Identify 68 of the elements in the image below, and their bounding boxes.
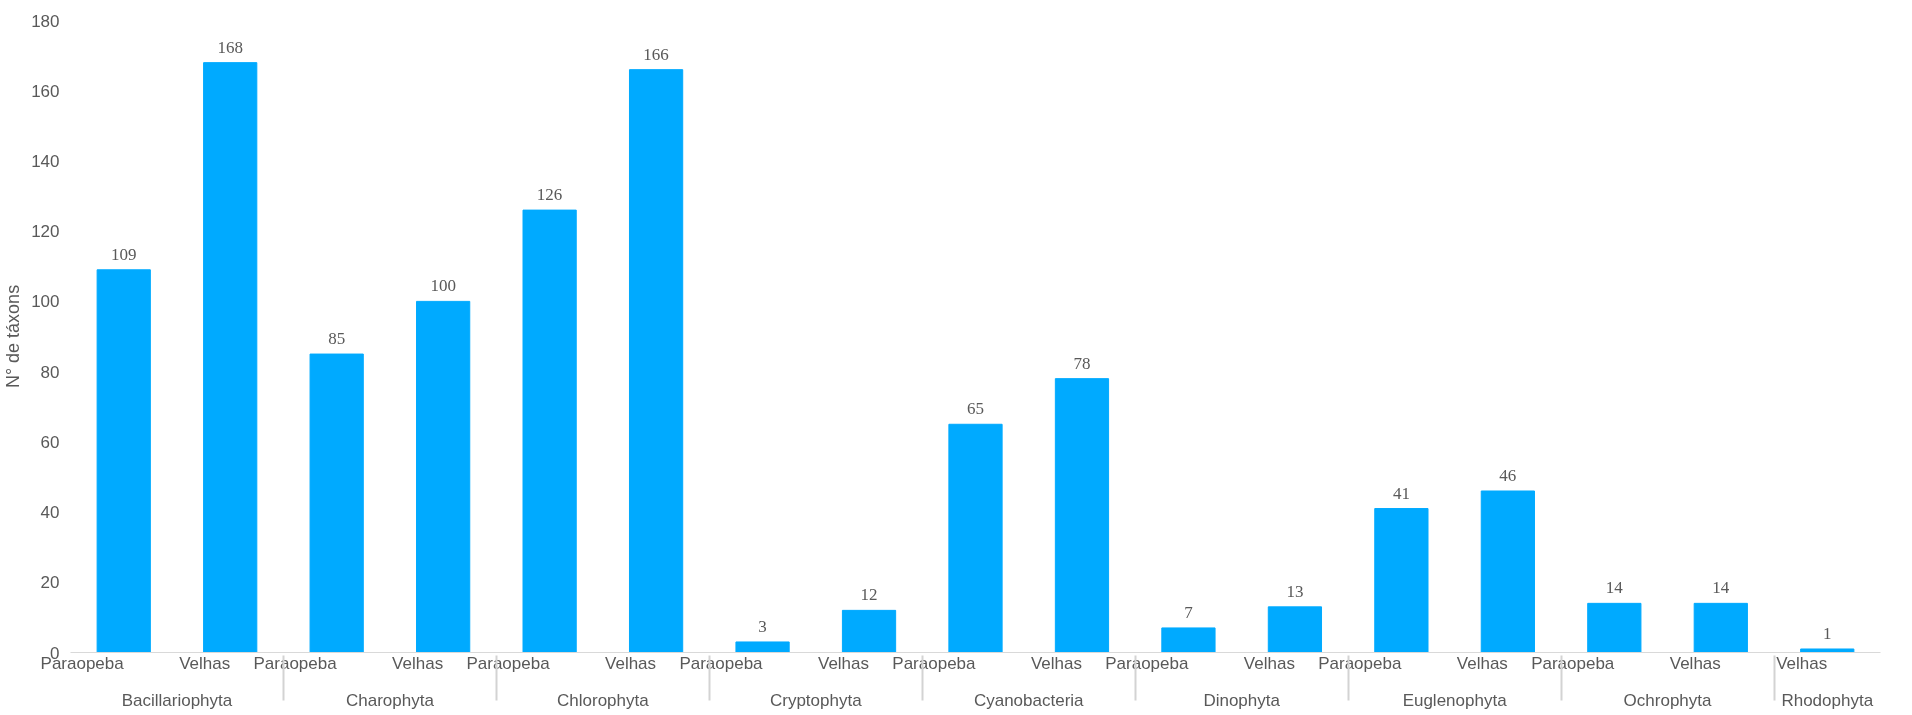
data-label: 13 bbox=[1286, 581, 1304, 601]
y-axis-title: N° de táxons bbox=[3, 284, 24, 389]
data-label: 126 bbox=[536, 185, 563, 205]
x-tick-label: Rhodophyta bbox=[1781, 690, 1874, 710]
data-label: 166 bbox=[643, 44, 669, 64]
data-label: 85 bbox=[328, 329, 346, 349]
bar bbox=[1054, 378, 1110, 653]
y-tick-label: 80 bbox=[40, 362, 60, 382]
bar bbox=[522, 209, 577, 653]
data-label: 1 bbox=[1823, 623, 1832, 643]
bar bbox=[203, 62, 258, 653]
text: Paraopeba bbox=[1105, 654, 1189, 673]
text: Paraopeba bbox=[1531, 654, 1615, 673]
y-tick-label: 60 bbox=[40, 432, 60, 452]
series-label: Velhas bbox=[179, 654, 231, 673]
bar bbox=[309, 353, 364, 653]
text: Velhas bbox=[1776, 654, 1828, 673]
y-tick-label: 40 bbox=[40, 503, 60, 523]
data-label: 168 bbox=[217, 37, 243, 57]
x-tick-label: Charophyta bbox=[345, 690, 435, 710]
text: Paraopeba bbox=[466, 654, 550, 673]
bar bbox=[416, 300, 471, 653]
bar bbox=[1267, 606, 1323, 653]
x-tick-label: Cyanobacteria bbox=[973, 690, 1085, 710]
text: Velhas bbox=[392, 654, 444, 673]
data-label: 109 bbox=[110, 244, 137, 264]
data-label: 65 bbox=[967, 399, 984, 419]
text: Velhas bbox=[1669, 654, 1721, 673]
y-tick-label: 180 bbox=[31, 11, 60, 31]
y-tick-label: 20 bbox=[40, 573, 60, 593]
bar bbox=[1374, 508, 1429, 653]
text: Velhas bbox=[1243, 654, 1295, 673]
bar bbox=[628, 69, 684, 653]
data-label: 46 bbox=[1499, 465, 1517, 485]
data-label: 100 bbox=[430, 276, 456, 296]
text: Paraopeba bbox=[679, 654, 763, 673]
text: Velhas bbox=[605, 654, 657, 673]
text: Velhas bbox=[1456, 654, 1508, 673]
data-label: 41 bbox=[1392, 483, 1410, 503]
text: Paraopeba bbox=[892, 654, 976, 673]
bar bbox=[96, 269, 151, 653]
y-tick-label: 120 bbox=[31, 222, 60, 242]
text: Paraopeba bbox=[253, 654, 337, 673]
bar bbox=[948, 423, 1003, 653]
x-tick-label: Cryptophyta bbox=[769, 690, 863, 710]
bar bbox=[841, 609, 897, 653]
text: Velhas bbox=[1030, 654, 1082, 673]
data-label: 3 bbox=[758, 616, 767, 636]
bar bbox=[1693, 602, 1748, 653]
bar bbox=[1587, 602, 1642, 653]
bar bbox=[1161, 627, 1216, 653]
y-tick-label: 100 bbox=[31, 292, 60, 312]
data-label: 7 bbox=[1184, 602, 1194, 622]
text: Velhas bbox=[817, 654, 870, 673]
x-tick-label: Ochrophyta bbox=[1623, 690, 1713, 710]
y-tick-label: 160 bbox=[31, 81, 60, 101]
text: Paraopeba bbox=[1318, 654, 1402, 673]
data-label: 12 bbox=[860, 585, 878, 605]
data-label: 78 bbox=[1073, 353, 1091, 373]
y-tick-label: 140 bbox=[31, 151, 60, 171]
x-tick-label: Dinophyta bbox=[1203, 690, 1281, 710]
x-tick-label: Chlorophyta bbox=[557, 690, 650, 710]
data-label: 14 bbox=[1712, 578, 1730, 598]
x-tick-label: Bacillariophyta bbox=[121, 690, 233, 710]
bar bbox=[1480, 490, 1535, 653]
data-label: 14 bbox=[1605, 578, 1624, 598]
bar bbox=[735, 641, 790, 653]
x-tick-label: Euglenophyta bbox=[1402, 690, 1508, 710]
